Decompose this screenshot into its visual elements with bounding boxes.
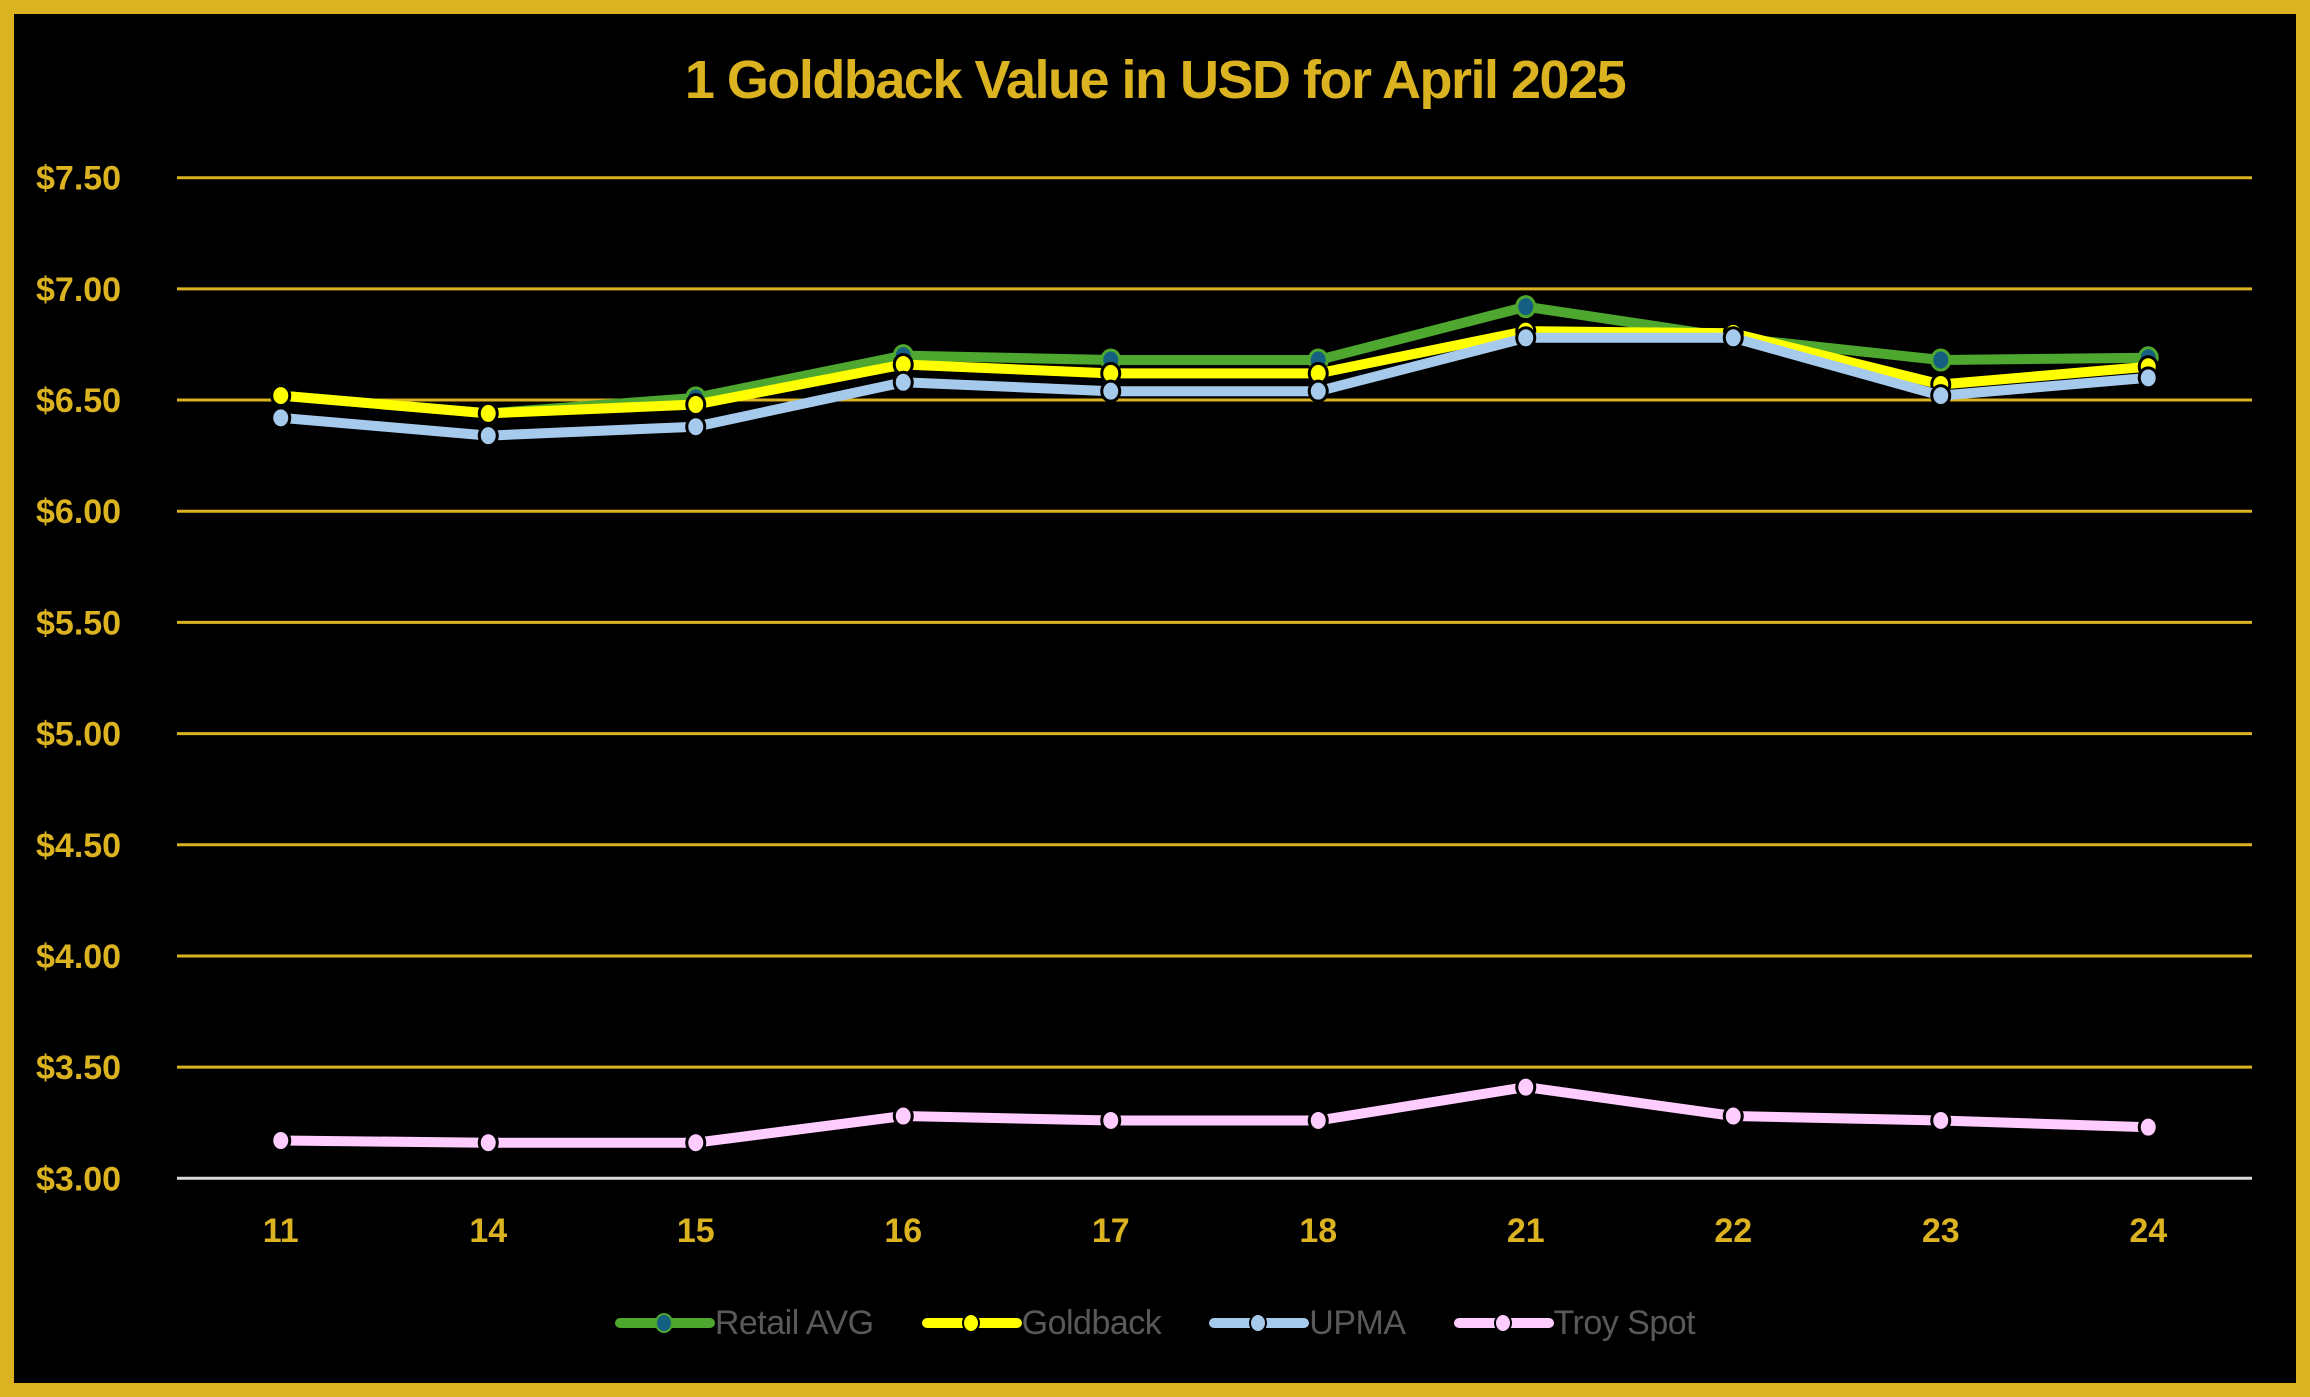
x-axis-labels: 11 14 15 16 17 18 21 22 23 24 (263, 1212, 2167, 1250)
x-tick-label: 15 (677, 1212, 715, 1250)
x-tick-label: 11 (263, 1212, 299, 1250)
legend-label: Troy Spot (1553, 1303, 1696, 1342)
legend-swatch-icon (614, 1311, 715, 1335)
data-point-marker[interactable] (270, 406, 292, 430)
series-upma (270, 326, 2159, 448)
series-line (275, 301, 2154, 419)
data-point-marker[interactable] (1930, 384, 1952, 408)
data-point-marker[interactable] (1515, 326, 1537, 350)
gridlines (177, 176, 2252, 1180)
x-tick-label: 21 (1507, 1212, 1545, 1250)
y-tick-label: $7.00 (36, 271, 121, 309)
legend-label: Retail AVG (714, 1303, 874, 1342)
data-point-marker[interactable] (685, 415, 707, 439)
y-tick-label: $4.50 (36, 827, 121, 865)
y-tick-label: $3.50 (36, 1049, 121, 1087)
data-point-marker[interactable] (1100, 379, 1122, 403)
legend: Retail AVG Goldback UPMA Troy Spot (0, 1298, 2310, 1348)
legend-swatch-icon (1209, 1311, 1310, 1335)
legend-item-retail-avg[interactable]: Retail AVG (614, 1303, 874, 1343)
data-point-marker[interactable] (477, 1131, 499, 1155)
data-point-marker[interactable] (1515, 295, 1537, 319)
data-point-marker[interactable] (1722, 1104, 1744, 1128)
y-tick-label: $5.00 (36, 716, 121, 754)
data-point-marker[interactable] (270, 1128, 292, 1152)
y-tick-label: $4.00 (36, 938, 121, 976)
y-axis-labels: $3.00 $3.50 $4.00 $4.50 $5.00 $5.50 $6.00 $6.50… (36, 160, 121, 1199)
legend-item-troy-spot[interactable]: Troy Spot (1453, 1303, 1696, 1343)
data-point-marker[interactable] (892, 370, 914, 394)
series-retail-avg (270, 295, 2159, 425)
series-lines (270, 295, 2159, 1155)
y-tick-label: $6.50 (36, 382, 121, 420)
legend-swatch-icon (1453, 1311, 1554, 1335)
x-tick-label: 16 (884, 1212, 922, 1250)
data-point-marker[interactable] (1100, 1108, 1122, 1132)
y-tick-label: $5.50 (36, 604, 121, 642)
y-tick-label: $6.00 (36, 493, 121, 531)
x-tick-label: 23 (1922, 1212, 1960, 1250)
data-point-marker[interactable] (270, 384, 292, 408)
chart-title: 1 Goldback Value in USD for April 2025 (684, 50, 1627, 110)
series-line (275, 326, 2154, 419)
series-troy-spot (270, 1075, 2159, 1155)
data-point-marker[interactable] (1930, 1108, 1952, 1132)
x-tick-label: 14 (469, 1212, 507, 1250)
data-point-marker[interactable] (1515, 1075, 1537, 1099)
data-point-marker[interactable] (1930, 348, 1952, 372)
legend-item-upma[interactable]: UPMA (1209, 1303, 1406, 1343)
series-line (275, 332, 2154, 441)
data-point-marker[interactable] (1307, 1108, 1329, 1132)
data-point-marker[interactable] (892, 1104, 914, 1128)
data-point-marker[interactable] (2137, 1115, 2159, 1139)
y-tick-label: $3.00 (36, 1160, 121, 1198)
x-tick-label: 24 (2129, 1212, 2167, 1250)
data-point-marker[interactable] (477, 424, 499, 448)
legend-label: Goldback (1021, 1303, 1162, 1342)
data-point-marker[interactable] (2137, 366, 2159, 390)
data-point-marker[interactable] (477, 401, 499, 425)
legend-label: UPMA (1309, 1303, 1406, 1342)
data-point-marker[interactable] (685, 393, 707, 417)
series-line (275, 1082, 2154, 1148)
legend-swatch-icon (921, 1311, 1022, 1335)
data-point-marker[interactable] (1722, 326, 1744, 350)
x-tick-label: 17 (1092, 1212, 1130, 1250)
x-tick-label: 22 (1714, 1212, 1752, 1250)
legend-item-goldback[interactable]: Goldback (921, 1303, 1162, 1343)
y-tick-label: $7.50 (36, 160, 121, 198)
data-point-marker[interactable] (685, 1131, 707, 1155)
x-tick-label: 18 (1299, 1212, 1337, 1250)
data-point-marker[interactable] (1307, 379, 1329, 403)
